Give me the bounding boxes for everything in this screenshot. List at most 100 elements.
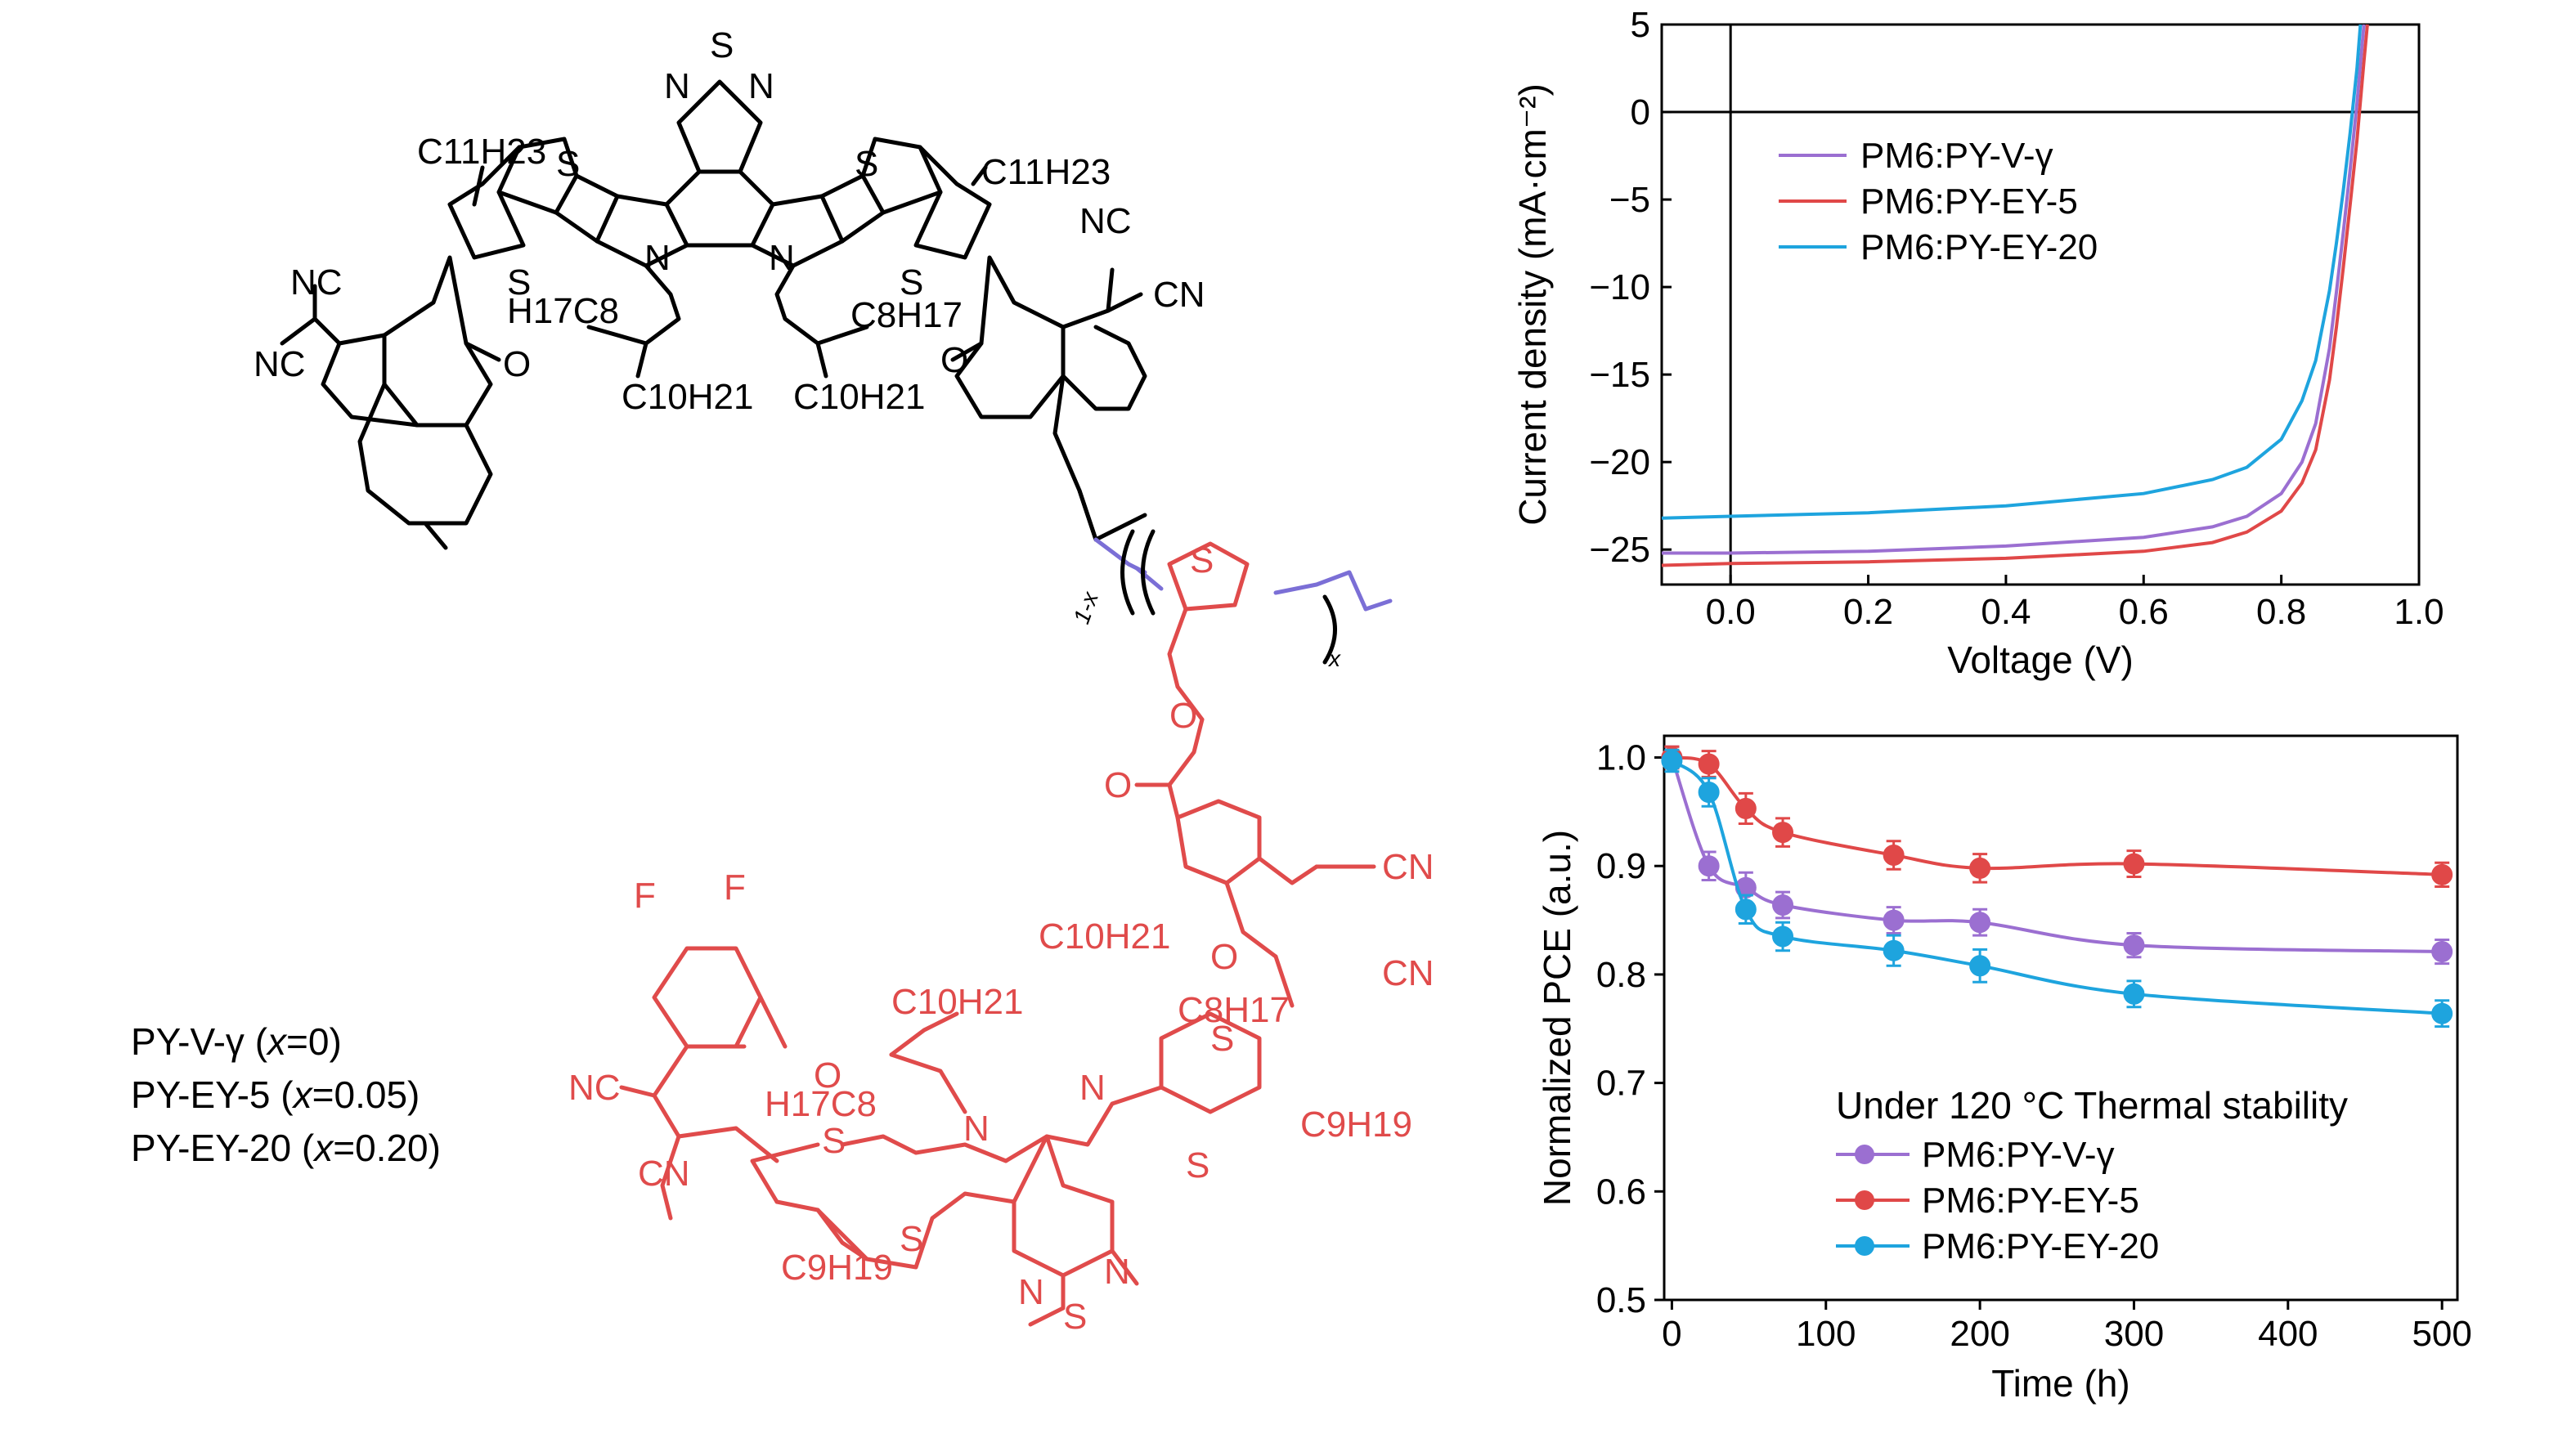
y-tick-label: 1.0	[1596, 738, 1646, 778]
atom-label: C10H21	[1039, 916, 1170, 957]
atom-label: O	[503, 344, 531, 384]
y-tick-label: 0.6	[1596, 1172, 1646, 1212]
data-point	[2431, 941, 2453, 963]
atom-label: CN	[1153, 275, 1205, 315]
atom-label: S	[855, 144, 878, 184]
y-tick-label: −20	[1589, 442, 1650, 482]
x-tick-label: 0.6	[2119, 592, 2169, 632]
x-tick-label: 0.2	[1843, 592, 1893, 632]
data-point	[1735, 797, 1757, 819]
data-point	[1969, 857, 1991, 879]
atom-label: N	[1104, 1252, 1130, 1292]
y-tick-label: 0.8	[1596, 955, 1646, 995]
atom-label: F	[634, 876, 656, 916]
polymer-subscripts: 1-x x	[1069, 588, 1341, 671]
plot-frame	[1660, 23, 2421, 586]
data-point	[1772, 822, 1794, 844]
x-tick-label: 0	[1662, 1314, 1681, 1354]
y-tick-label: −5	[1609, 180, 1650, 220]
atom-label: S	[900, 262, 923, 302]
atom-label: C9H19	[1300, 1105, 1412, 1145]
y-tick-label: −15	[1589, 355, 1650, 395]
y-tick-label: 0.7	[1596, 1064, 1646, 1104]
data-point	[1772, 925, 1794, 948]
legend-marker	[1855, 1190, 1874, 1210]
atom-label: CN	[1382, 847, 1434, 887]
atom-label: O	[814, 1055, 841, 1096]
legend-label: PM6:PY-EY-20	[1860, 227, 2098, 267]
legend-label: PM6:PY-EY-5	[1922, 1181, 2139, 1221]
legend-marker	[1855, 1236, 1874, 1256]
x-tick-label: 200	[1950, 1314, 2009, 1354]
y-tick-label: 0.9	[1596, 846, 1646, 886]
x-tick-label: 1.0	[2394, 592, 2444, 632]
y-tick-label: 5	[1631, 5, 1650, 45]
atom-label: O	[1169, 696, 1197, 736]
variant-py-ey-20: PY-EY-20 (x=0.20)	[131, 1127, 441, 1169]
x-tick-label: 0.0	[1706, 592, 1756, 632]
subscript-one-minus-x: 1-x	[1069, 588, 1104, 627]
atom-label: H17C8	[507, 291, 619, 331]
data-point	[1883, 909, 1905, 931]
legend-label: PM6:PY-EY-20	[1922, 1226, 2159, 1266]
atom-label: S	[507, 262, 531, 302]
atom-label: N	[644, 238, 671, 278]
x-axis-label: Time (h)	[1991, 1362, 2130, 1405]
atom-label: CN	[1382, 953, 1434, 993]
atom-label: C8H17	[1178, 990, 1290, 1030]
data-point	[1698, 753, 1720, 775]
variant-py-ey-5: PY-EY-5 (x=0.05)	[131, 1073, 420, 1116]
data-point	[2123, 853, 2145, 875]
series-line	[1662, 24, 2366, 555]
atom-label: N	[748, 66, 774, 106]
atom-label: S	[900, 1219, 923, 1259]
data-point	[1661, 750, 1683, 772]
x-tick-label: 400	[2258, 1314, 2318, 1354]
atom-label: O	[1104, 765, 1132, 805]
atom-label: N	[1018, 1272, 1044, 1312]
y-tick-label: −10	[1589, 267, 1650, 307]
data-point	[1772, 894, 1794, 916]
variant-list: PY-V-γ (x=0) PY-EY-5 (x=0.05) PY-EY-20 (…	[131, 1020, 441, 1169]
atom-label: F	[724, 867, 746, 907]
series-line	[1661, 24, 2363, 520]
atom-label: C11H23	[417, 132, 546, 172]
atom-label: NC	[290, 262, 343, 302]
y-axis-label: Current density (mA·cm⁻²)	[1511, 83, 1554, 526]
legend-label: PM6:PY-V-γ	[1860, 136, 2053, 176]
atom-label: C10H21	[793, 377, 925, 417]
atom-label: N	[1079, 1068, 1106, 1108]
legend-marker	[1855, 1145, 1874, 1164]
atom-label: N	[769, 238, 795, 278]
series-line	[1671, 759, 2443, 1015]
y-tick-label: −25	[1589, 530, 1650, 570]
subscript-x: x	[1327, 646, 1341, 671]
x-axis-label: Voltage (V)	[1947, 639, 2134, 681]
legend-title: Under 120 °C Thermal stability	[1836, 1084, 2348, 1127]
atom-label: NC	[1079, 201, 1132, 241]
jv-chart: 0.0 0.2 0.4 0.6 0.8 1.0 5 0 −5 −10 −15 −20 −25 Voltag…	[1511, 5, 2444, 681]
plot-frame	[1663, 734, 2459, 1302]
atom-label: S	[1210, 1019, 1234, 1059]
chemical-structure: S N N S S S S N N C11H23 C11H23 H17C8 C8…	[131, 25, 1434, 1337]
atom-label: C11H23	[981, 152, 1111, 192]
y-tick-label: 0.5	[1596, 1280, 1646, 1320]
atom-label: C10H21	[622, 377, 753, 417]
atom-label: C10H21	[891, 982, 1023, 1022]
x-tick-label: 300	[2104, 1314, 2164, 1354]
atom-label: C9H19	[781, 1248, 893, 1288]
atom-label: S	[1190, 540, 1214, 580]
variant-py-v-gamma: PY-V-γ (x=0)	[131, 1020, 342, 1063]
atom-label: O	[1210, 937, 1238, 977]
x-tick-label: 500	[2412, 1314, 2471, 1354]
data-point	[1969, 912, 1991, 934]
host-unit	[280, 79, 1147, 550]
x-tick-label: 0.4	[1981, 592, 2031, 632]
polymer-brackets	[1120, 529, 1337, 665]
y-axis-label: Normalized PCE (a.u.)	[1536, 830, 1578, 1206]
linker-atom-labels: S	[1190, 540, 1214, 580]
atom-label: N	[664, 66, 690, 106]
atom-label: N	[963, 1109, 990, 1149]
atom-label: C8H17	[850, 295, 963, 335]
